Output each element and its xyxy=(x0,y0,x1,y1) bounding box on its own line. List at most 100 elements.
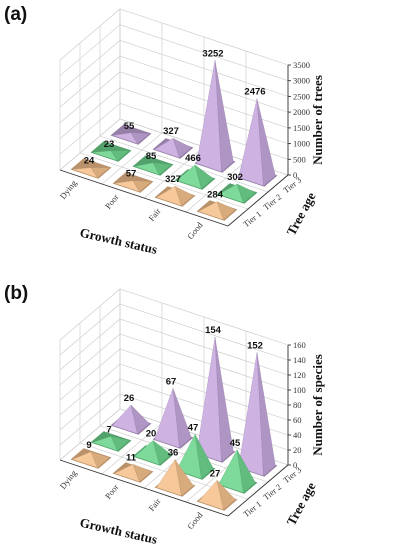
z-tick-label: 120 xyxy=(293,370,306,380)
x-axis-title: Growth status xyxy=(79,225,159,257)
floor-gridline xyxy=(59,408,121,461)
pyramid-side-face xyxy=(194,164,214,189)
data-label: 466 xyxy=(185,153,201,164)
z-tick-label: 1500 xyxy=(293,123,310,133)
pyramid-side-face xyxy=(236,183,256,203)
data-label: 36 xyxy=(168,448,179,459)
z-gridline xyxy=(59,288,289,346)
z-gridline xyxy=(59,303,289,361)
y-axis-title: Tree age xyxy=(283,479,318,528)
z-tick-label: 160 xyxy=(293,340,306,350)
data-label: 7 xyxy=(106,424,111,435)
pyramid-side-face xyxy=(256,352,276,477)
data-label: 47 xyxy=(188,422,199,433)
data-label: 57 xyxy=(126,169,137,180)
data-label: 24 xyxy=(84,156,95,167)
pyramid-side-face xyxy=(110,150,130,161)
floor-gridline xyxy=(99,135,269,193)
y-axis-line xyxy=(227,464,289,517)
pyramid-side-face xyxy=(132,180,152,192)
x-axis-line xyxy=(59,459,229,517)
z-tick-label: 3500 xyxy=(293,60,310,70)
data-label: 45 xyxy=(230,438,241,449)
z-tick-label: 20 xyxy=(293,445,302,455)
growth-status-label: Fair xyxy=(146,206,162,223)
z-gridline xyxy=(59,55,289,113)
data-label: 327 xyxy=(165,174,181,185)
chart-b-svg: (b) 0 20 40 60 80 100 120 140 160 Dying Poor Fair Go… xyxy=(4,283,325,547)
data-label: 11 xyxy=(126,452,137,463)
pyramid-side-face xyxy=(256,98,276,187)
floor-gridline xyxy=(185,160,247,213)
growth-status-label: Good xyxy=(185,219,205,241)
pyramid-side-face xyxy=(174,459,194,496)
floor-gridline xyxy=(79,152,249,210)
chart-panel-a: (a) 0 500 1000 1500 2000 2500 3000 3500 Dying Poo… xyxy=(4,4,325,257)
z-tick-label: 140 xyxy=(293,355,306,365)
data-label: 152 xyxy=(247,341,263,352)
floor-gridline xyxy=(101,132,163,185)
pyramid-side-face xyxy=(172,388,192,448)
pyramid-side-face xyxy=(214,336,234,463)
z-gridline xyxy=(59,24,289,81)
pyramid-side-face xyxy=(90,451,110,468)
growth-status-label: Dying xyxy=(58,177,79,200)
data-label: 154 xyxy=(205,325,222,336)
data-label: 9 xyxy=(86,440,91,451)
growth-status-label: Good xyxy=(185,509,205,531)
floor-gridline xyxy=(101,422,163,475)
data-label: 284 xyxy=(207,190,224,201)
panel-label-a: (a) xyxy=(4,4,27,25)
data-label: 3252 xyxy=(202,48,223,59)
z-axis-title: Number of trees xyxy=(310,75,325,165)
pyramid-side-face xyxy=(152,440,172,465)
growth-status-label: Poor xyxy=(103,192,121,211)
pyramid-side-face xyxy=(216,479,236,510)
pyramid-side-face xyxy=(174,185,194,206)
pyramid-side-face xyxy=(132,464,152,482)
z-tick-label: 80 xyxy=(293,400,302,410)
pyramid-side-face xyxy=(172,137,192,158)
z-tick-label: 3000 xyxy=(293,76,310,86)
z-axis-title: Number of species xyxy=(310,354,325,456)
x-axis-title: Growth status xyxy=(79,515,159,547)
floor-gridline xyxy=(143,146,205,199)
chart-a-svg: (a) 0 500 1000 1500 2000 2500 3000 3500 Dying Poo… xyxy=(4,4,325,257)
pyramid-side-face xyxy=(216,201,236,220)
z-tick-label: 2000 xyxy=(293,107,310,117)
z-tick-label: 1000 xyxy=(293,139,310,149)
data-label: 67 xyxy=(166,376,177,387)
panel-label-b: (b) xyxy=(4,283,28,304)
z-tick-label: 2500 xyxy=(293,91,310,101)
z-tick-label: 40 xyxy=(293,430,302,440)
z-tick-label: 500 xyxy=(293,154,306,164)
pyramid-side-face xyxy=(90,167,110,178)
pyramid-side-face xyxy=(130,132,150,144)
pyramid-side-face xyxy=(152,162,172,175)
y-axis-line xyxy=(227,174,289,227)
data-label: 26 xyxy=(124,393,135,404)
data-label: 327 xyxy=(163,126,179,137)
data-label: 85 xyxy=(146,151,157,162)
chart-panel-b: (b) 0 20 40 60 80 100 120 140 160 Dying Poor Fair Go… xyxy=(0,275,400,550)
floor-gridline xyxy=(59,118,121,171)
growth-status-label: Fair xyxy=(146,496,162,513)
z-gridline xyxy=(59,8,289,66)
pyramid-side-face xyxy=(214,60,234,173)
pyramid-side-face xyxy=(194,434,214,479)
z-tick-label: 0 xyxy=(293,170,297,180)
z-tick-label: 100 xyxy=(293,385,306,395)
x-axis-line xyxy=(59,169,229,227)
data-label: 27 xyxy=(210,468,221,479)
data-label: 23 xyxy=(104,139,115,150)
pyramid-side-face xyxy=(130,404,150,434)
growth-status-label: Dying xyxy=(58,467,79,490)
z-tick-label: 60 xyxy=(293,415,302,425)
pyramid-side-face xyxy=(110,436,130,451)
pyramid-side-face xyxy=(236,449,256,493)
growth-status-label: Poor xyxy=(103,482,121,501)
y-axis-title: Tree age xyxy=(283,189,318,238)
z-tick-label: 0 xyxy=(293,460,297,470)
data-label: 302 xyxy=(227,172,243,183)
data-label: 2476 xyxy=(244,87,265,98)
